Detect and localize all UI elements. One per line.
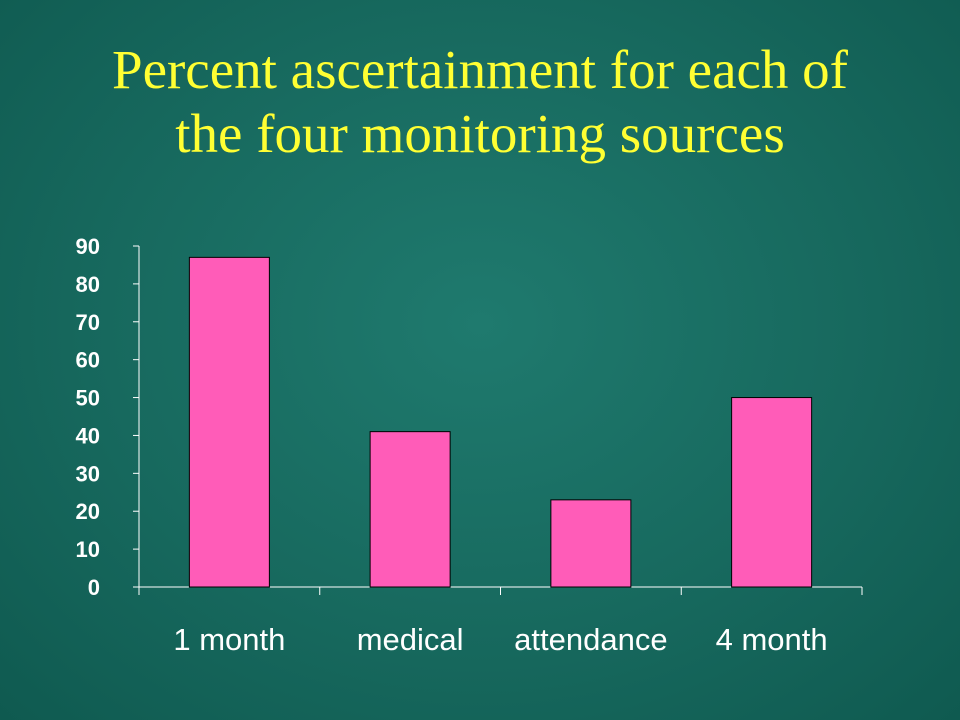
bar-1-month bbox=[188, 256, 270, 588]
bar-medical bbox=[369, 431, 451, 588]
x-category-label: 4 month bbox=[716, 622, 828, 657]
y-tick-label: 50 bbox=[76, 386, 100, 411]
y-tick-label: 0 bbox=[88, 575, 100, 600]
y-tick-label: 80 bbox=[76, 272, 100, 297]
y-tick-label: 90 bbox=[76, 234, 100, 259]
slide-title-line-2: the four monitoring sources bbox=[175, 103, 785, 164]
y-tick-label: 10 bbox=[76, 537, 100, 562]
slide-title: Percent ascertainment for each of the fo… bbox=[0, 38, 960, 166]
y-axis: 0 10 20 30 40 50 60 70 80 90 bbox=[76, 234, 140, 600]
x-category-label: 1 month bbox=[173, 622, 285, 657]
bar-4-month bbox=[731, 397, 813, 588]
y-tick-label: 30 bbox=[76, 461, 100, 486]
x-category-label: medical bbox=[357, 622, 464, 657]
x-category-label: attendance bbox=[514, 622, 667, 657]
y-tick-label: 40 bbox=[76, 423, 100, 448]
slide-title-line-1: Percent ascertainment for each of bbox=[111, 39, 848, 100]
bar-attendance bbox=[550, 499, 632, 588]
y-tick-label: 20 bbox=[76, 499, 100, 524]
x-axis: 1 month medical attendance 4 month bbox=[138, 586, 863, 657]
y-tick-label: 70 bbox=[76, 310, 100, 335]
bars bbox=[188, 256, 813, 588]
y-tick-label: 60 bbox=[76, 348, 100, 373]
